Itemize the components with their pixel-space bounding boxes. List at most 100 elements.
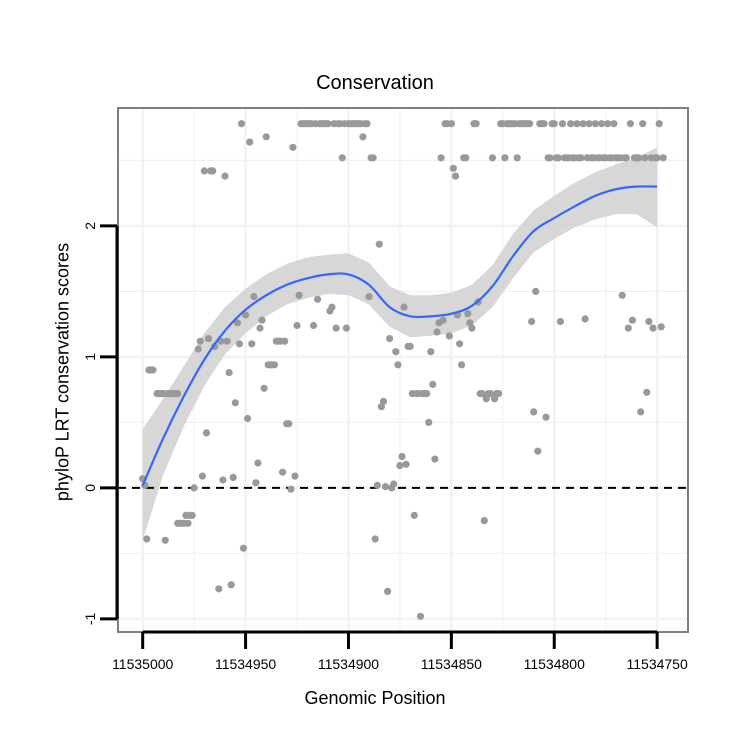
data-point (359, 133, 367, 141)
x-tick-label: 11534950 (215, 656, 276, 672)
data-point (591, 120, 600, 128)
y-axis: -1 0 1 2 (82, 222, 119, 625)
data-point (149, 366, 157, 374)
data-point (406, 342, 414, 350)
data-point (161, 536, 169, 544)
x-tick-label: 11534900 (318, 656, 379, 672)
data-point (143, 535, 151, 543)
data-point (256, 324, 264, 332)
data-points (139, 120, 667, 620)
data-point (375, 240, 383, 248)
data-point (573, 120, 581, 128)
data-point (239, 544, 248, 552)
data-point (643, 388, 651, 396)
data-point (439, 316, 447, 324)
data-point (252, 479, 260, 487)
data-point (227, 581, 235, 589)
data-point (386, 335, 394, 343)
data-point (526, 120, 534, 128)
data-point (495, 390, 503, 398)
y-tick-label: 1 (82, 353, 98, 361)
data-point (530, 408, 538, 416)
data-point (649, 324, 657, 332)
data-point (598, 120, 606, 128)
data-point (291, 472, 299, 480)
data-point (190, 484, 198, 492)
data-point (410, 511, 418, 519)
data-point (332, 324, 340, 332)
data-point (233, 319, 241, 327)
data-point (486, 390, 495, 398)
data-point (204, 335, 213, 343)
data-point (262, 133, 270, 141)
data-point (567, 120, 575, 128)
data-point (659, 154, 667, 162)
data-point (513, 154, 521, 162)
data-point (550, 120, 558, 128)
data-point (449, 164, 457, 172)
data-point (229, 473, 237, 481)
data-point (248, 340, 256, 348)
data-point (641, 154, 649, 162)
data-point (324, 120, 332, 128)
data-point (381, 483, 390, 491)
data-point (285, 420, 293, 428)
data-point (400, 303, 408, 311)
data-point (577, 154, 585, 162)
data-point (188, 511, 196, 519)
y-tick-label: 2 (82, 222, 98, 230)
data-point (610, 120, 618, 128)
data-point (528, 317, 536, 326)
data-point (464, 310, 472, 318)
data-point (287, 485, 295, 493)
data-point (373, 481, 381, 489)
data-point (293, 321, 301, 330)
data-point (289, 143, 297, 151)
data-point (396, 462, 404, 470)
data-point (618, 291, 626, 299)
data-point (546, 154, 554, 162)
data-point (363, 120, 371, 128)
data-point (540, 120, 548, 128)
data-point (425, 418, 433, 426)
data-point (637, 408, 645, 416)
y-tick-label: 0 (82, 484, 98, 492)
data-point (184, 519, 192, 527)
data-point (653, 154, 661, 162)
panel (117, 107, 689, 633)
data-point (384, 587, 392, 596)
data-point (202, 429, 211, 437)
data-point (445, 332, 453, 340)
data-point (237, 120, 246, 128)
data-point (657, 323, 665, 331)
data-point (429, 380, 437, 388)
data-point (394, 361, 402, 369)
data-point (468, 324, 476, 332)
data-point (402, 460, 410, 468)
x-tick-label: 11534750 (627, 656, 688, 672)
data-point (235, 340, 243, 348)
data-point (309, 321, 318, 330)
data-point (447, 120, 455, 128)
data-point (338, 154, 346, 162)
data-point (246, 138, 254, 146)
data-point (433, 328, 441, 336)
data-point (215, 585, 223, 593)
data-point (554, 154, 563, 162)
data-point (174, 390, 182, 398)
data-point (628, 316, 637, 324)
data-point (624, 324, 632, 332)
data-point (462, 154, 470, 162)
data-point (390, 480, 398, 488)
data-point (281, 337, 289, 345)
y-axis-label: phyloP LRT conservation scores (52, 242, 73, 502)
chart-title: Conservation (316, 72, 434, 94)
data-point (532, 287, 540, 295)
data-point (219, 476, 227, 484)
data-point (200, 167, 208, 175)
data-point (221, 172, 229, 180)
data-point (478, 390, 486, 398)
data-point (258, 316, 266, 324)
data-point (369, 154, 377, 162)
